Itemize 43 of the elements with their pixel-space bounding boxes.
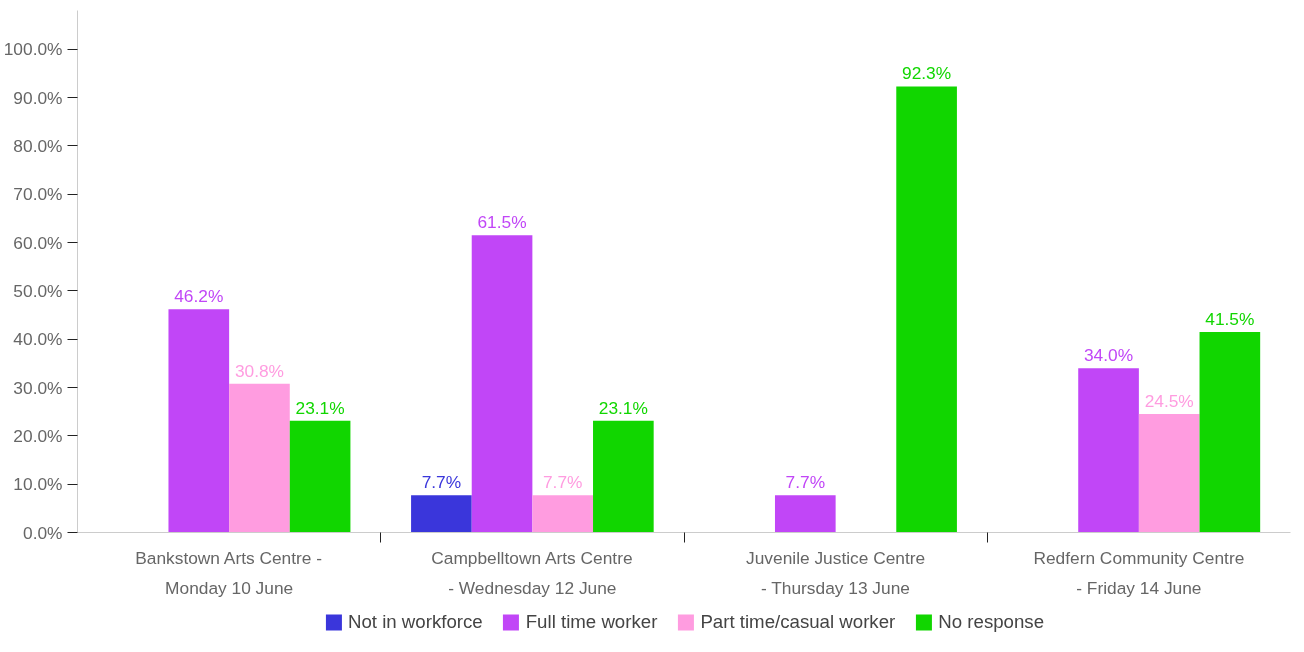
bar	[289, 420, 351, 533]
bar	[1199, 331, 1261, 533]
y-tick-label: 50.0%	[13, 280, 63, 301]
y-tick-label: 20.0%	[13, 425, 63, 446]
data-label: 61.5%	[477, 212, 527, 233]
legend-label: Not in workforce	[347, 611, 483, 633]
y-tick-label: 0.0%	[23, 522, 63, 543]
bar	[229, 383, 290, 533]
bar	[593, 420, 654, 533]
y-tick-label: 10.0%	[13, 474, 63, 495]
x-tick-label: Bankstown Arts Centre - Monday 10 June	[135, 547, 323, 598]
y-tick-label: 40.0%	[13, 329, 63, 350]
y-tick-label: 100.0%	[3, 39, 63, 60]
data-label: 23.1%	[598, 397, 648, 418]
bar	[532, 495, 594, 533]
data-label: 30.8%	[234, 360, 285, 381]
y-tick-label: 30.0%	[13, 377, 63, 398]
y-tick-label: 60.0%	[13, 232, 63, 253]
legend-label: Part time/casual worker	[700, 611, 896, 633]
x-tick-label: Campbelltown Arts Centre - Wednesday 12 June	[431, 547, 633, 598]
x-tick-label: Redfern Community Centre - Friday 14 June	[1033, 547, 1245, 598]
bar	[1078, 368, 1139, 533]
data-label: 24.5%	[1144, 391, 1194, 412]
data-label: 7.7%	[542, 472, 583, 493]
data-label: 41.5%	[1205, 308, 1255, 329]
bar	[774, 495, 836, 533]
legend-label: Full time worker	[525, 611, 658, 633]
legend-label: No response	[938, 611, 1045, 633]
y-tick-label: 70.0%	[13, 184, 63, 205]
data-label: 7.7%	[785, 472, 826, 493]
bar	[411, 495, 472, 533]
data-label: 7.7%	[421, 472, 462, 493]
x-tick-label: Juvenile Justice Centre - Thursday 13 June	[746, 547, 926, 598]
bar	[1138, 414, 1200, 533]
data-label: 34.0%	[1083, 345, 1134, 366]
data-label: 92.3%	[902, 63, 952, 84]
bar	[471, 235, 533, 533]
bar	[896, 86, 957, 533]
data-label: 46.2%	[174, 286, 224, 307]
data-label: 23.1%	[295, 397, 345, 418]
y-tick-label: 80.0%	[13, 135, 63, 156]
bar	[168, 309, 230, 533]
y-tick-label: 90.0%	[13, 87, 63, 108]
